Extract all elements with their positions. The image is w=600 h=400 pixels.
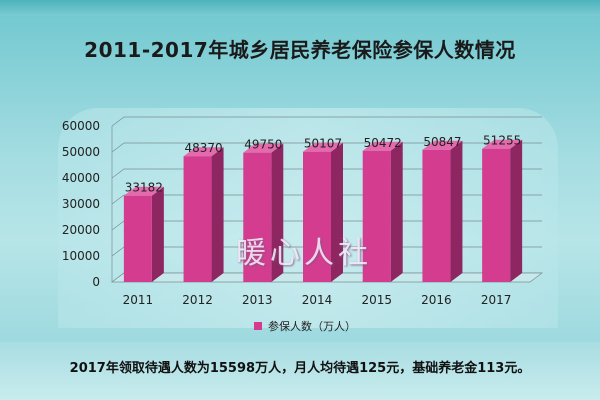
bar-side (151, 186, 164, 282)
bar-top (422, 140, 463, 150)
bar (303, 151, 331, 282)
x-tick-label: 2014 (302, 293, 333, 307)
bar-side (450, 140, 463, 282)
legend: 参保人数（万人） (254, 318, 356, 334)
x-tick-label: 2017 (481, 293, 512, 307)
x-tick-label: 2015 (361, 293, 392, 307)
data-label: 50472 (364, 136, 402, 150)
y-tick-label: 20000 (62, 223, 100, 237)
bar-top (362, 141, 403, 151)
top-band (0, 0, 600, 16)
data-label: 33182 (125, 181, 163, 195)
bar (422, 149, 451, 282)
x-tick-label: 2013 (242, 293, 273, 307)
bar-side (211, 147, 224, 282)
y-tick-label: 10000 (62, 249, 100, 263)
bar (183, 156, 212, 282)
x-tick-label: 2012 (182, 293, 213, 307)
watermark: 暖心人社 (236, 236, 372, 271)
bar (123, 195, 152, 282)
legend-swatch (254, 322, 262, 330)
legend-label: 参保人数（万人） (268, 320, 356, 333)
footer-note: 2017年领取待遇人数为15598万人，月人均待遇125元，基础养老金113元。 (69, 361, 531, 376)
bar-top (123, 186, 164, 196)
data-label: 48370 (184, 141, 222, 155)
bottom-band (0, 342, 600, 400)
bar-top (243, 143, 284, 153)
gridline (111, 116, 542, 127)
data-label: 51255 (483, 134, 521, 148)
data-label: 49750 (244, 138, 282, 152)
x-tick-label: 2016 (421, 293, 452, 307)
bar (362, 150, 391, 282)
data-label: 50847 (423, 135, 461, 149)
y-tick-label: 0 (92, 275, 100, 289)
y-tick-label: 60000 (62, 119, 100, 133)
bar-side (271, 143, 284, 282)
y-tick-label: 50000 (62, 145, 100, 159)
bar-side (390, 141, 403, 282)
chart-title: 2011-2017年城乡居民养老保险参保人数情况 (84, 38, 516, 62)
y-tick-label: 30000 (62, 197, 100, 211)
bar (482, 148, 511, 282)
x-tick-label: 2011 (123, 293, 154, 307)
bar-side (331, 142, 343, 282)
bar-top (303, 142, 343, 152)
bar (243, 152, 272, 282)
bar-top (482, 139, 523, 149)
bar-side (510, 139, 523, 282)
bar-top (183, 147, 224, 157)
y-tick-label: 40000 (62, 171, 100, 185)
data-label: 50107 (304, 137, 342, 151)
